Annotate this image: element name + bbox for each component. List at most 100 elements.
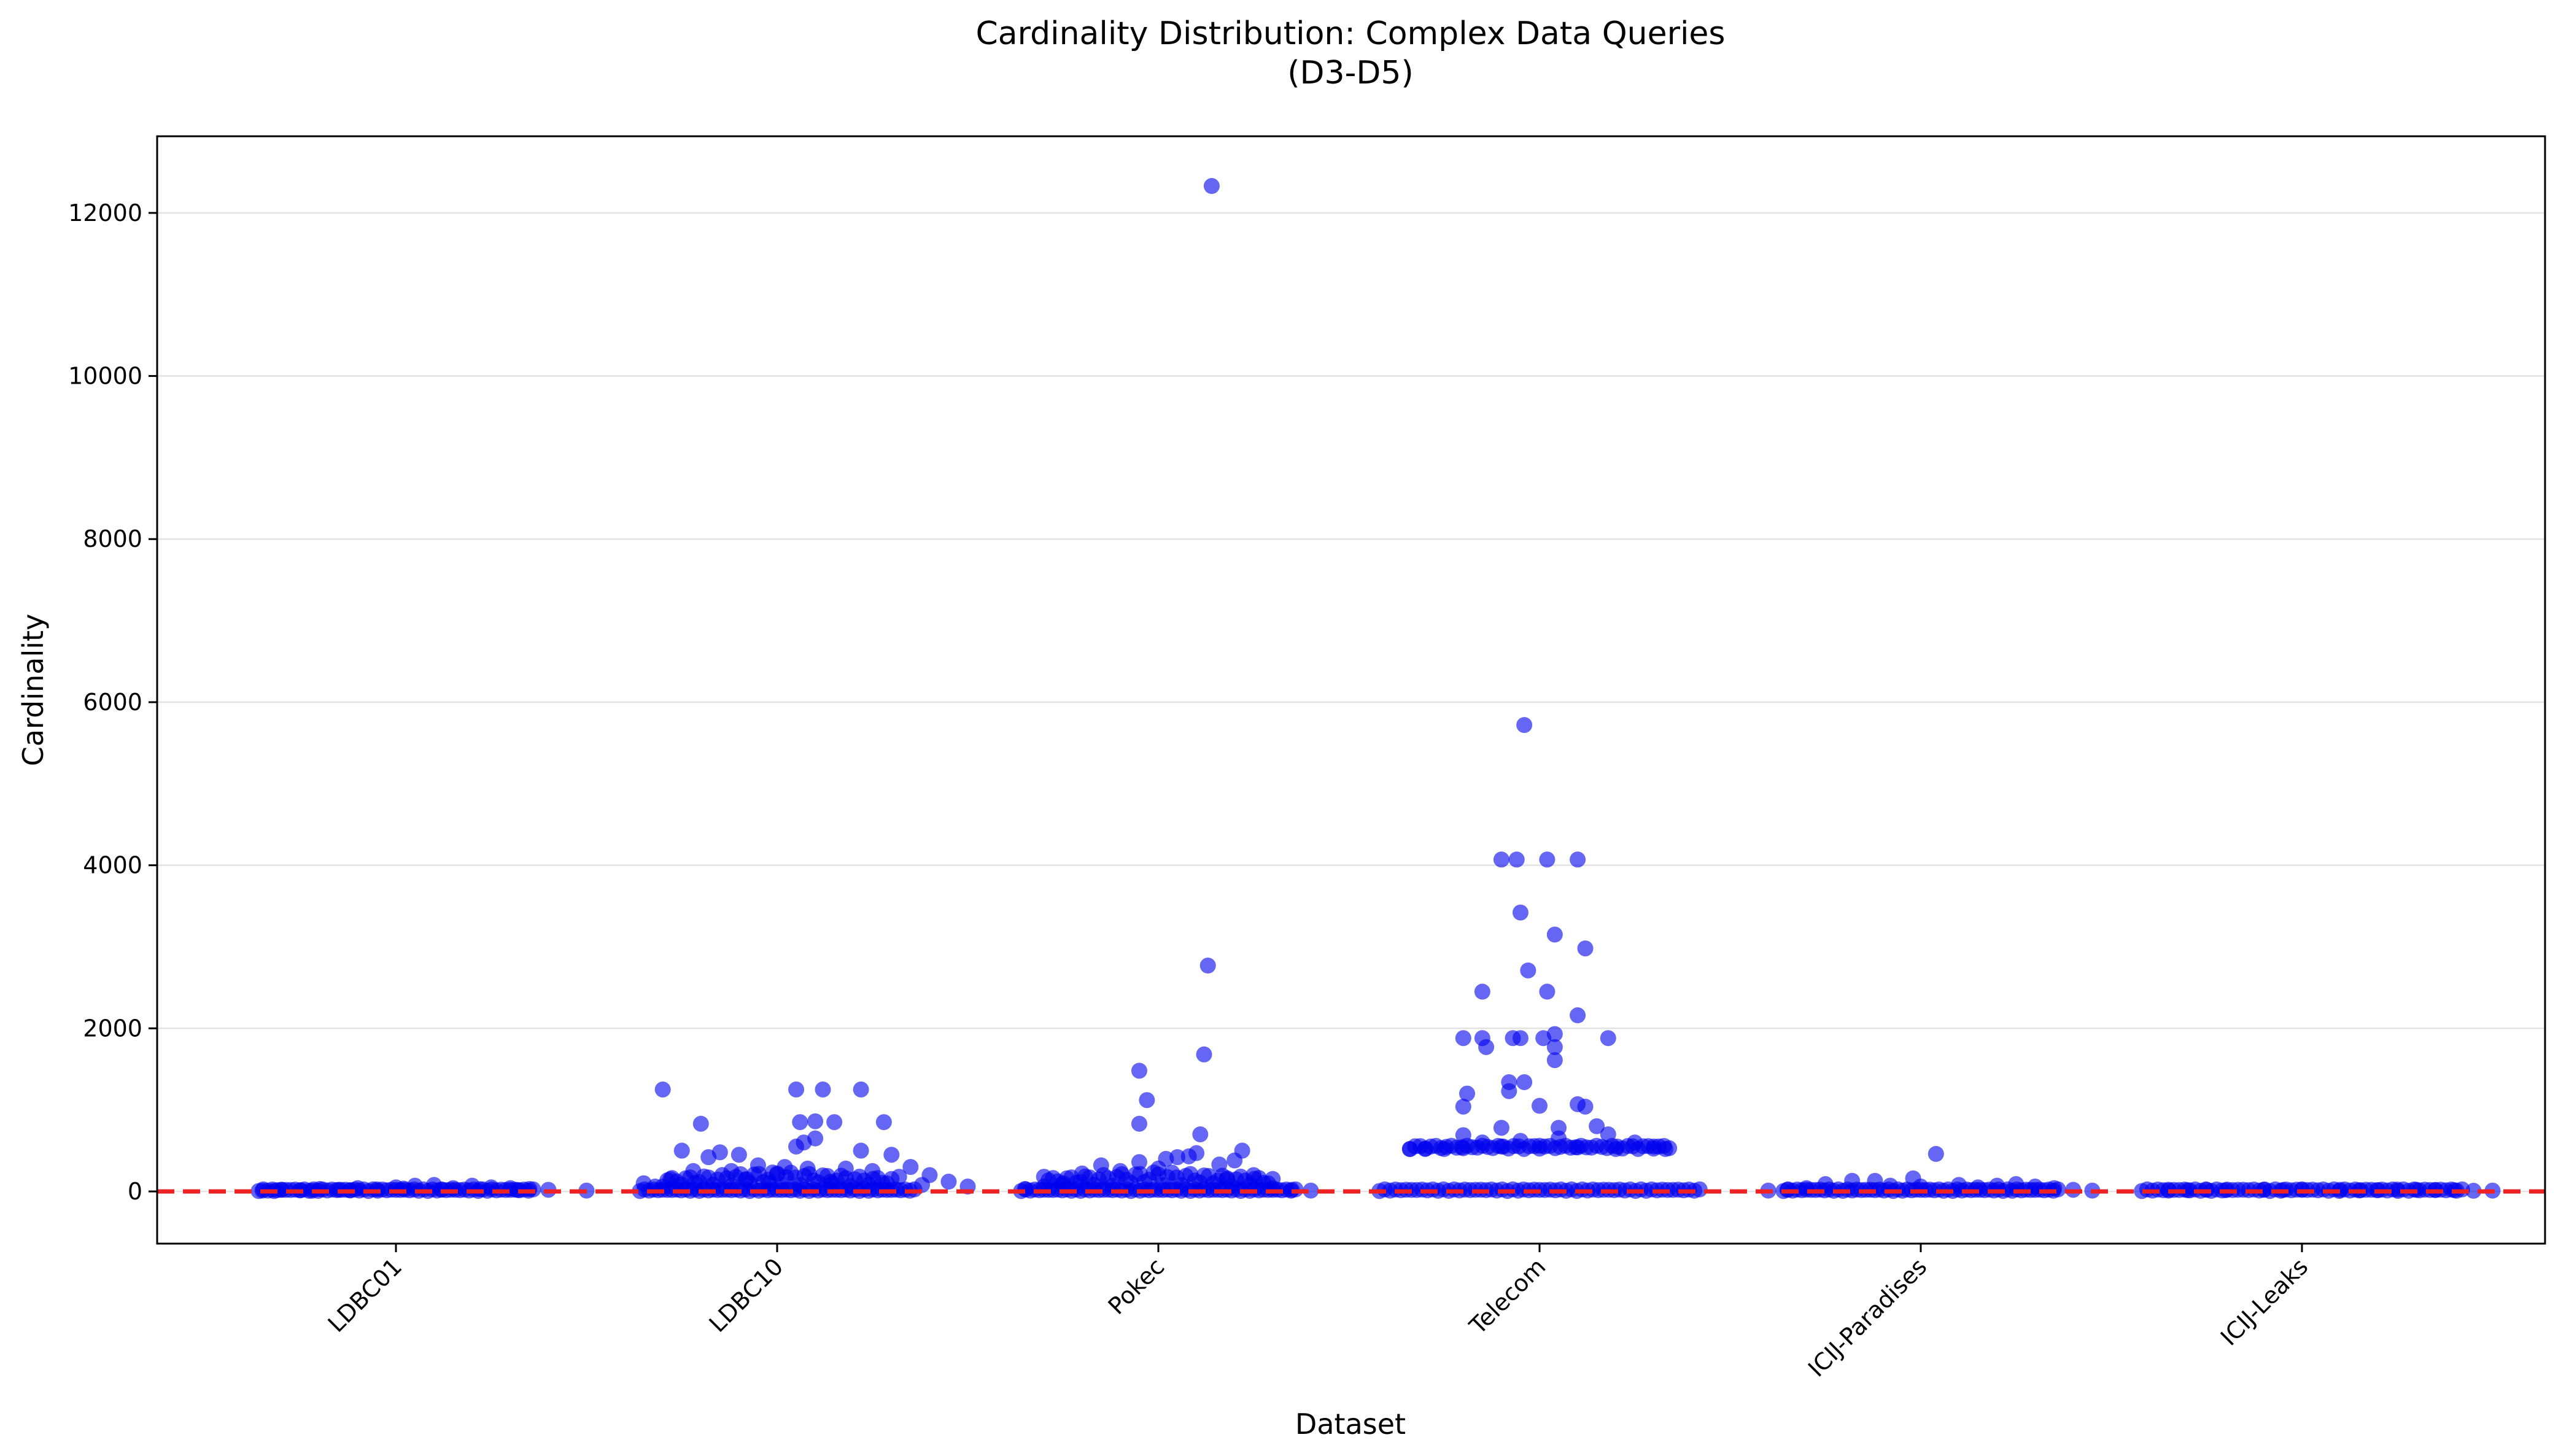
data-point xyxy=(1570,1007,1586,1024)
y-axis-label: Cardinality xyxy=(17,614,50,767)
data-point xyxy=(1600,1030,1616,1047)
data-point xyxy=(1303,1182,1319,1199)
data-point xyxy=(1546,1039,1563,1055)
data-point xyxy=(1577,940,1594,957)
data-point xyxy=(1512,1030,1528,1047)
data-point xyxy=(1192,1126,1209,1142)
data-point xyxy=(902,1159,919,1175)
data-point xyxy=(883,1147,900,1163)
data-point xyxy=(788,1081,805,1098)
data-point xyxy=(1017,1180,1033,1197)
data-point xyxy=(1516,1074,1533,1090)
data-point xyxy=(395,1180,412,1197)
data-point xyxy=(1203,178,1220,195)
data-point xyxy=(1226,1152,1243,1169)
data-point xyxy=(826,1114,843,1131)
data-point xyxy=(853,1081,869,1098)
y-tick-label: 0 xyxy=(128,1178,142,1205)
data-point xyxy=(875,1114,892,1131)
data-point xyxy=(1691,1181,1708,1198)
x-tick-label: LDBC01 xyxy=(323,1253,408,1338)
data-point xyxy=(940,1174,957,1190)
y-gridlines xyxy=(157,212,2545,1193)
data-point xyxy=(1570,851,1586,868)
x-tick-label: Pokec xyxy=(1103,1253,1170,1320)
scatter-points xyxy=(157,178,2545,1199)
data-point xyxy=(792,1114,808,1131)
x-tick-label: LDBC10 xyxy=(704,1253,789,1338)
data-point xyxy=(1180,1148,1197,1164)
y-axis-ticks: 0 2000 4000 6000 8000 10000 12000 xyxy=(68,199,157,1205)
data-point xyxy=(807,1130,824,1147)
data-point xyxy=(1546,1026,1563,1042)
data-point xyxy=(1265,1171,1281,1187)
data-point xyxy=(1474,983,1490,1000)
data-point xyxy=(673,1142,690,1159)
data-point xyxy=(1951,1177,1967,1193)
data-point xyxy=(1577,1098,1594,1115)
data-point xyxy=(1139,1092,1155,1109)
x-tick-label: ICIJ-Paradises xyxy=(1803,1253,1932,1382)
data-point xyxy=(1546,1052,1563,1069)
data-point xyxy=(2008,1176,2024,1193)
data-point xyxy=(2027,1179,2044,1195)
data-point xyxy=(1589,1118,1605,1134)
data-point xyxy=(2389,1182,2406,1198)
data-point xyxy=(1493,1120,1509,1136)
data-point xyxy=(1520,962,1536,978)
data-point xyxy=(1199,958,1216,974)
data-point xyxy=(730,1147,747,1163)
chart-title: Cardinality Distribution: Complex Data Q… xyxy=(975,15,1725,52)
x-axis-label: Dataset xyxy=(1295,1408,1406,1441)
data-point xyxy=(1844,1172,1861,1189)
x-axis-ticks: LDBC01 LDBC10 Pokec Telecom ICIJ-Paradises IC… xyxy=(323,1244,2313,1382)
data-point xyxy=(815,1081,831,1098)
data-point xyxy=(1131,1115,1147,1132)
data-point xyxy=(913,1177,930,1193)
data-point xyxy=(1817,1176,1834,1193)
data-point xyxy=(2179,1182,2196,1198)
data-point xyxy=(1546,926,1563,943)
data-point xyxy=(1516,717,1533,734)
y-tick-label: 6000 xyxy=(83,689,142,716)
y-tick-label: 10000 xyxy=(68,363,142,390)
data-point xyxy=(509,1182,526,1198)
data-point xyxy=(1196,1046,1212,1063)
data-point xyxy=(654,1081,671,1098)
data-point xyxy=(1661,1140,1678,1156)
data-point xyxy=(1539,983,1556,1000)
y-tick-label: 12000 xyxy=(68,199,142,227)
data-point xyxy=(2332,1182,2349,1198)
data-point xyxy=(1493,851,1509,868)
data-point xyxy=(807,1113,824,1129)
plot-frame xyxy=(156,135,2546,1245)
data-point xyxy=(692,1115,709,1132)
x-tick-label: ICIJ-Leaks xyxy=(2215,1253,2313,1350)
data-point xyxy=(1867,1172,1883,1189)
data-point xyxy=(2465,1182,2482,1199)
y-tick-label: 8000 xyxy=(83,525,142,552)
data-point xyxy=(471,1181,488,1198)
data-point xyxy=(1455,1030,1471,1047)
data-point xyxy=(2255,1182,2272,1198)
data-point xyxy=(853,1142,869,1159)
data-point xyxy=(1512,904,1528,921)
data-point xyxy=(700,1149,717,1166)
data-point xyxy=(1928,1145,1944,1162)
data-point xyxy=(1131,1063,1147,1079)
x-tick-label: Telecom xyxy=(1464,1253,1551,1340)
data-point xyxy=(1131,1154,1147,1171)
data-point xyxy=(1798,1180,1815,1196)
y-tick-label: 4000 xyxy=(83,852,142,879)
data-point xyxy=(1501,1083,1517,1099)
data-point xyxy=(883,1171,900,1187)
y-tick-label: 2000 xyxy=(83,1015,142,1042)
chart-subtitle: (D3-D5) xyxy=(1287,55,1414,91)
data-point xyxy=(2046,1180,2063,1196)
data-point xyxy=(1459,1085,1476,1102)
data-point xyxy=(1508,851,1525,868)
data-point xyxy=(1539,851,1556,868)
data-point xyxy=(1478,1039,1495,1055)
data-point xyxy=(1532,1098,1548,1114)
